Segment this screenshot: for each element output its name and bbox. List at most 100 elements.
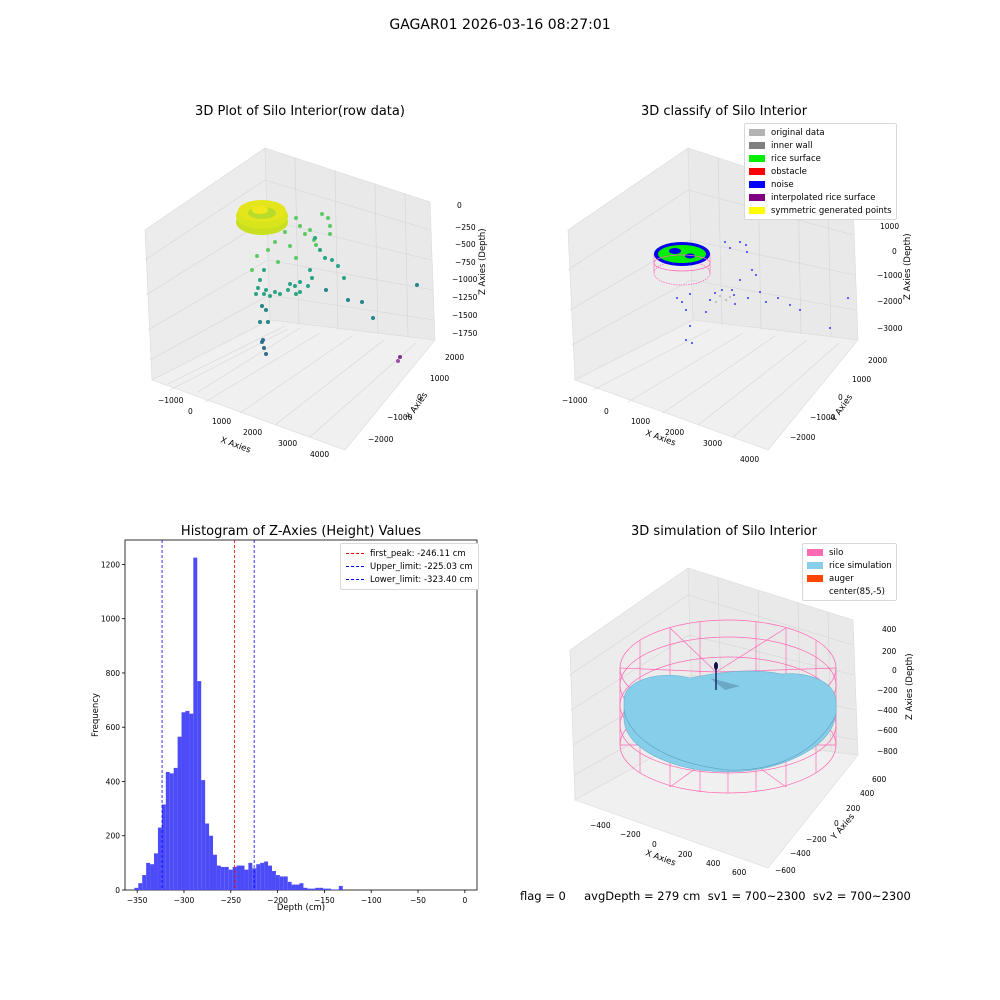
panel1-points [236,200,419,363]
histogram-bar [334,889,339,890]
legend-swatch [807,575,823,582]
legend-label: rice simulation [829,560,892,571]
panel1-3d-plot: −1000 0 1000 2000 3000 4000 X Axies 2000… [144,147,488,459]
svg-text:3000: 3000 [278,439,297,448]
histogram-bar [330,889,335,890]
histogram-bar [197,681,202,890]
legend-item-obstacle: obstacle [749,165,892,178]
svg-text:600: 600 [732,868,747,877]
histogram-bar [134,887,139,890]
histogram-y-tick-label: 600 [106,723,121,732]
svg-text:−200: −200 [806,835,827,844]
legend-item-first-peak: first_peak: -246.11 cm [346,547,473,560]
legend-line [346,579,364,580]
svg-text:−2000: −2000 [790,433,816,442]
histogram-bar [209,835,213,890]
histogram-bar [181,712,186,890]
svg-text:−500: −500 [455,240,476,249]
svg-text:−1000: −1000 [158,396,184,405]
legend-item-symmetric: symmetric generated points [749,204,892,217]
status-footer: flag = 0 avgDepth = 279 cm sv1 = 700~230… [520,889,911,903]
histogram-x-label: Depth (cm) [277,903,325,913]
svg-text:0: 0 [188,407,193,416]
svg-text:−1000: −1000 [562,396,588,405]
histogram-y-tick-label: 1200 [101,560,120,569]
legend-swatch [749,129,765,136]
legend-line [346,566,364,567]
svg-text:−250: −250 [455,223,476,232]
legend-item-center: center(85,-5) [807,585,892,598]
legend-swatch [749,181,765,188]
panel4-x-ticks: −400 −200 0 200 400 600 [590,821,747,877]
svg-text:400: 400 [706,859,721,868]
histogram-bar [236,865,241,890]
legend-label: rice surface [771,153,821,164]
svg-text:0: 0 [604,407,609,416]
svg-text:4000: 4000 [310,450,329,459]
legend-item-auger: auger [807,572,892,585]
histogram-bar [213,854,217,890]
panel1-x-ticks: −1000 0 1000 2000 3000 4000 [158,396,329,459]
svg-text:2000: 2000 [445,353,464,362]
histogram-x-tick-label: −150 [314,896,335,905]
legend-swatch [807,549,823,556]
histogram-bar [193,557,198,890]
svg-text:−1500: −1500 [452,311,478,320]
svg-text:0: 0 [652,840,657,849]
histogram-bar [295,884,300,890]
panel2-title: 3D classify of Silo Interior [640,104,808,119]
svg-text:−1250: −1250 [452,293,478,302]
legend-item-interpolated: interpolated rice surface [749,191,892,204]
histogram-bar [338,885,343,890]
histogram-y-label: Frequency [91,693,101,737]
histogram-chart: −350 −300 −250 −200 −150 −100 −50 0 0 200 400 600 8… [91,539,478,913]
svg-text:−1000: −1000 [810,413,836,422]
svg-text:−1000: −1000 [387,413,413,422]
legend-item-noise: noise [749,178,892,191]
panel4-x-label: X Axies [644,848,677,868]
legend-label: center(85,-5) [829,586,885,597]
histogram-bar [138,883,143,890]
histogram-y-tick-label: 800 [106,669,121,678]
svg-text:−3000: −3000 [877,324,903,333]
legend-swatch [749,168,765,175]
panel2-legend: original data inner wall rice surface ob… [744,123,897,220]
svg-text:0: 0 [457,201,462,210]
legend-swatch [749,207,765,214]
svg-text:−1000: −1000 [452,275,478,284]
histogram-x-tick-label: −250 [220,896,241,905]
histogram-bar [311,888,316,890]
histogram-bar [279,876,284,890]
svg-text:600: 600 [872,775,887,784]
histogram-bar [299,883,304,890]
svg-text:−200: −200 [620,830,641,839]
svg-text:2000: 2000 [243,428,262,437]
legend-label: auger [829,573,854,584]
panel4-rice-surface [623,662,837,773]
legend-label: symmetric generated points [771,205,892,216]
panel4-y-ticks: 600 400 200 0 −200 −400 −600 [775,775,887,875]
panel2-x-ticks: −1000 0 1000 2000 3000 4000 [562,396,759,464]
histogram-bar [303,887,308,890]
panel4-z-label: Z Axies (Depth) [905,653,915,720]
histogram-bar [252,868,257,890]
panel3-title: Histogram of Z-Axies (Height) Values [180,524,422,539]
panel1-z-ticks: 0 −250 −500 −750 −1000 −1250 −1500 −1750 [452,201,478,338]
legend-swatch [749,194,765,201]
svg-text:−2000: −2000 [877,297,903,306]
svg-text:1000: 1000 [852,375,871,384]
svg-text:0: 0 [838,393,843,402]
histogram-bar [248,862,253,890]
legend-label: Lower_limit: -323.40 cm [370,574,473,585]
histogram-bar [154,853,158,890]
panel2-3d-plot: −1000 0 1000 2000 3000 4000 X Axies 2000… [562,147,913,464]
histogram-bar [271,871,276,890]
legend-item-rice-simulation: rice simulation [807,559,892,572]
histogram-bar [205,823,210,890]
histogram-legend: first_peak: -246.11 cm Upper_limit: -225… [340,543,479,590]
svg-text:200: 200 [882,647,897,656]
legend-line [346,553,364,554]
legend-swatch [749,142,765,149]
svg-text:−200: −200 [877,686,898,695]
legend-label: obstacle [771,166,807,177]
